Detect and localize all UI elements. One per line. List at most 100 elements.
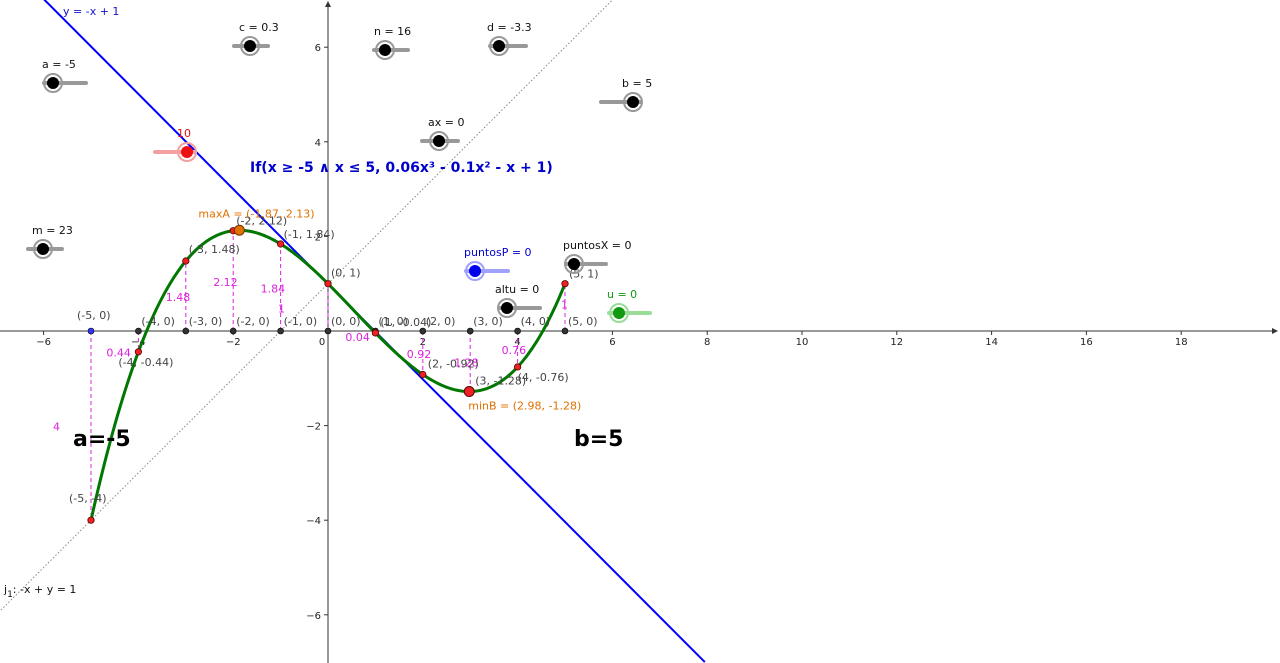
slider-knob[interactable]	[501, 302, 513, 314]
slider-knob[interactable]	[627, 96, 639, 108]
height-label: 2.12	[213, 276, 238, 289]
axis-point[interactable]	[87, 327, 95, 335]
curve-point-label: (-1, 1.84)	[284, 228, 335, 241]
curve-point[interactable]	[419, 370, 427, 379]
slider-label: puntosP = 0	[464, 246, 532, 259]
axis-point[interactable]	[277, 327, 284, 335]
x-tick-label: 8	[704, 337, 710, 348]
slider-puntosP[interactable]: puntosP = 0	[464, 246, 532, 281]
slider-knob[interactable]	[469, 265, 481, 277]
curve-point-label: (-3, 1.48)	[189, 243, 240, 256]
slider-a[interactable]: a = -5	[42, 58, 88, 93]
axis-point-label: (2, 0)	[426, 315, 456, 328]
axis-point[interactable]	[561, 327, 569, 335]
curve-point-label: (5, 1)	[569, 268, 599, 281]
function-label: If(x ≥ -5 ∧ x ≤ 5, 0.06x³ - 0.1x² - x + …	[250, 160, 553, 176]
axis-point[interactable]	[229, 327, 237, 335]
slider-label: 10	[177, 127, 191, 140]
axis-point-label: (0, 0)	[331, 315, 361, 328]
height-label: 1.28	[454, 356, 479, 369]
axis-point-label: (-3, 0)	[189, 315, 223, 328]
slider-knob[interactable]	[433, 135, 445, 147]
curve-point[interactable]	[561, 280, 569, 288]
axis-point[interactable]	[135, 327, 142, 335]
y-tick-label: −6	[306, 611, 321, 622]
axis-point[interactable]	[324, 327, 332, 335]
slider-knob[interactable]	[613, 307, 625, 319]
curve-point-label: (2, -0.92)	[428, 358, 479, 371]
axis-point-label: (-2, 0)	[236, 315, 270, 328]
y-tick-label: 2	[315, 232, 321, 243]
slider-label: d = -3.3	[487, 21, 532, 34]
curve-point-label: (3, -1.28)	[475, 375, 526, 388]
slider-red[interactable]: 10	[153, 127, 197, 162]
slider-c[interactable]: c = 0.3	[232, 21, 279, 56]
slider-u[interactable]: u = 0	[607, 288, 652, 323]
x-tick-label: −2	[226, 337, 241, 348]
slider-knob-halo	[489, 36, 509, 56]
curve-point-label: (-5, -4)	[69, 492, 107, 505]
slider-knob[interactable]	[181, 146, 193, 158]
slider-knob[interactable]	[244, 40, 256, 52]
x-tick-label: 14	[985, 337, 998, 348]
curve-point[interactable]	[182, 257, 190, 265]
curve-point[interactable]	[324, 280, 332, 288]
axis-point[interactable]	[466, 327, 474, 335]
x-tick-label: 10	[796, 337, 809, 348]
slider-knob[interactable]	[37, 243, 49, 255]
slider-knob-halo	[497, 298, 517, 318]
slider-knob-halo	[375, 40, 395, 60]
a-value-label: a=-5	[73, 427, 131, 452]
slider-knob[interactable]	[379, 44, 391, 56]
min-point-label: minB = (2.98, -1.28)	[468, 400, 581, 413]
x-axis-arrow-icon	[1272, 328, 1278, 334]
curve-point[interactable]	[134, 348, 142, 356]
curve-point[interactable]	[276, 240, 285, 248]
x-tick-label: 4	[514, 337, 520, 348]
curve-point[interactable]	[371, 329, 379, 337]
slider-label: b = 5	[622, 77, 652, 90]
x-tick-label: 16	[1080, 337, 1093, 348]
slider-label: m = 23	[32, 224, 73, 237]
axis-point[interactable]	[182, 327, 190, 335]
axis-point-label: (-5, 0)	[77, 309, 111, 322]
implicit-line[interactable]	[0, 0, 615, 611]
height-label: 1	[278, 302, 285, 315]
slider-knob-halo	[623, 92, 643, 112]
axis-point-label: (3, 0)	[473, 315, 503, 328]
slider-knob-halo	[609, 303, 629, 323]
slider-puntosX[interactable]: puntosX = 0	[563, 239, 631, 274]
min-point[interactable]	[463, 386, 475, 398]
max-point-label: maxA = (-1.87, 2.13)	[198, 207, 314, 220]
slider-knob[interactable]	[568, 258, 580, 270]
max-point[interactable]	[233, 224, 245, 236]
x-tick-label: 0	[319, 337, 325, 348]
x-tick-label: 12	[890, 337, 903, 348]
curve-point-label: (0, 1)	[331, 267, 361, 280]
axis-point-label: (1, 0)	[378, 315, 408, 328]
height-label: 0.92	[407, 348, 432, 361]
axis-point[interactable]	[419, 327, 427, 335]
sliders-layer[interactable]: c = 0.3 n = 16 d = -3.3 a = -5 b = 5 ax = 0 10…	[26, 21, 652, 323]
slider-altu[interactable]: altu = 0	[495, 283, 542, 318]
slider-knob-halo	[564, 254, 584, 274]
slider-knob[interactable]	[47, 77, 59, 89]
slider-m[interactable]: m = 23	[26, 224, 73, 259]
slider-knob[interactable]	[493, 40, 505, 52]
slider-b[interactable]: b = 5	[599, 77, 652, 112]
x-tick-label: 6	[609, 337, 615, 348]
height-label: 0.76	[502, 344, 526, 357]
x-tick-label: −6	[36, 337, 51, 348]
tangent-line-label: y = -x + 1	[63, 5, 119, 18]
slider-ax[interactable]: ax = 0	[420, 116, 464, 151]
curve-point[interactable]	[87, 516, 95, 524]
axis-point[interactable]	[514, 327, 521, 335]
axis-point-label: (-4, 0)	[141, 315, 175, 328]
b-value-label: b=5	[574, 427, 624, 452]
slider-label: n = 16	[374, 25, 411, 38]
slider-label: a = -5	[42, 58, 76, 71]
curve-point[interactable]	[513, 363, 522, 371]
slider-d[interactable]: d = -3.3	[487, 21, 532, 56]
slider-n[interactable]: n = 16	[372, 25, 411, 60]
